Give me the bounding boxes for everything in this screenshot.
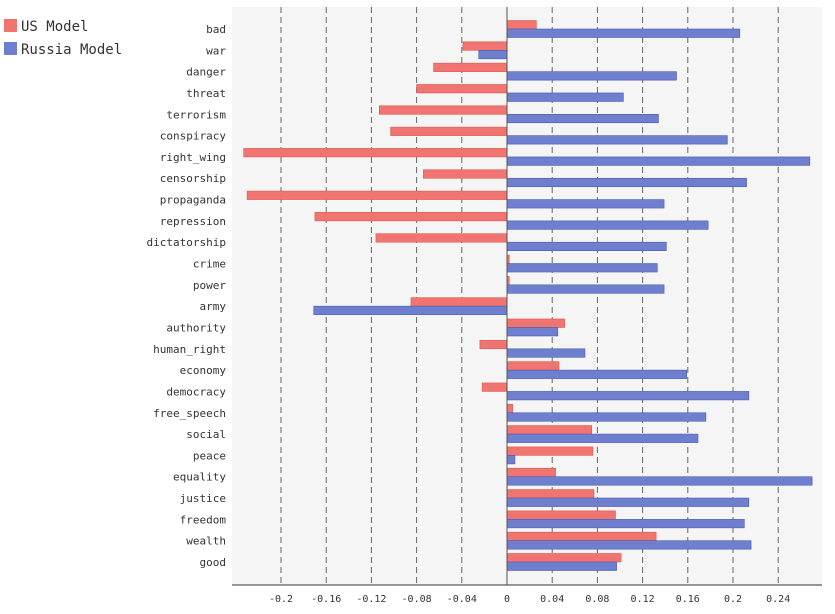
category-label-terrorism: terrorism (166, 108, 226, 121)
legend-label-us-model: US Model (21, 19, 88, 35)
bar-authority-russia-model (506, 327, 559, 337)
category-label-democracy: democracy (166, 385, 226, 398)
bar-freedom-us-model (506, 510, 616, 520)
legend: US Model Russia Model (4, 19, 122, 58)
category-label-conspiracy: conspiracy (160, 130, 227, 143)
bar-equality-russia-model (506, 476, 813, 486)
bar-repression-us-model (314, 212, 508, 222)
legend-swatch-us-model (4, 19, 17, 32)
bar-army-russia-model (313, 305, 508, 315)
x-tick-labels: -0.2 -0.16 -0.12 -0.08 -0.04 0 0.04 0.08 0.12 0.1… (269, 594, 790, 605)
bar-dictatorship-us-model (375, 233, 508, 243)
bar-economy-russia-model (506, 369, 687, 379)
bar-danger-russia-model (506, 71, 677, 81)
bar-free_speech-russia-model (506, 412, 707, 422)
x-tick-label: -0.2 (269, 594, 293, 605)
bars (243, 20, 813, 571)
category-label-dictatorship: dictatorship (147, 236, 226, 249)
bar-propaganda-us-model (246, 190, 508, 200)
bar-social-us-model (506, 425, 593, 435)
category-label-justice: justice (180, 492, 226, 505)
bar-repression-russia-model (506, 220, 709, 230)
bar-conspiracy-russia-model (506, 135, 728, 145)
category-label-authority: authority (166, 321, 226, 334)
bar-dictatorship-russia-model (506, 241, 667, 251)
category-label-danger: danger (186, 66, 226, 79)
x-tick-label: -0.04 (447, 594, 477, 605)
bar-right_wing-us-model (243, 148, 508, 158)
bar-censorship-us-model (423, 169, 508, 179)
category-label-equality: equality (173, 471, 226, 484)
bar-peace-us-model (506, 446, 594, 456)
bar-bad-us-model (506, 20, 537, 30)
bar-right_wing-russia-model (506, 156, 811, 166)
category-label-bad: bad (206, 23, 226, 36)
bar-justice-us-model (506, 489, 595, 499)
category-label-repression: repression (160, 215, 226, 228)
bar-democracy-russia-model (506, 391, 750, 401)
bar-army-us-model (410, 297, 508, 307)
category-label-economy: economy (180, 364, 227, 377)
category-label-good: good (200, 556, 227, 569)
category-label-peace: peace (193, 449, 226, 462)
bar-social-russia-model (506, 433, 699, 443)
bar-peace-russia-model (506, 455, 516, 465)
x-tick-label: 0 (504, 594, 510, 605)
bar-freedom-russia-model (506, 519, 745, 529)
x-tick-label: -0.08 (402, 594, 432, 605)
bar-justice-russia-model (506, 497, 750, 507)
bar-censorship-russia-model (506, 177, 747, 188)
category-label-crime: crime (193, 258, 226, 271)
category-label-censorship: censorship (160, 172, 226, 185)
bar-economy-us-model (506, 361, 560, 371)
category-label-freedom: freedom (180, 513, 227, 526)
legend-swatch-russia-model (4, 42, 17, 55)
x-tick-label: 0.04 (540, 594, 564, 605)
bar-good-us-model (506, 553, 622, 563)
category-label-propaganda: propaganda (160, 194, 226, 207)
bar-good-russia-model (506, 561, 617, 571)
bar-free_speech-us-model (506, 403, 513, 414)
bar-terrorism-russia-model (506, 113, 659, 124)
bar-conspiracy-us-model (390, 126, 508, 136)
category-label-free_speech: free_speech (153, 407, 226, 420)
legend-label-russia-model: Russia Model (21, 42, 122, 58)
x-tick-label: 0.2 (724, 594, 742, 605)
category-labels: bad war danger threat terrorism conspiracy rig… (147, 23, 227, 569)
bar-war-russia-model (478, 50, 508, 60)
grid-lines (280, 7, 779, 585)
x-tick-label: 0.08 (585, 594, 609, 605)
bar-wealth-russia-model (506, 540, 752, 550)
bar-threat-russia-model (506, 92, 624, 102)
bar-human_right-us-model (479, 339, 508, 350)
bar-crime-russia-model (506, 263, 658, 273)
bar-war-us-model (462, 41, 508, 51)
bar-threat-us-model (416, 84, 508, 94)
x-tick-label: 0.24 (766, 594, 790, 605)
bar-wealth-us-model (506, 531, 657, 541)
bar-democracy-us-model (481, 382, 508, 392)
bar-equality-us-model (506, 467, 556, 478)
category-label-right_wing: right_wing (160, 151, 226, 164)
bar-propaganda-russia-model (506, 199, 665, 209)
bar-bad-russia-model (506, 28, 741, 38)
category-label-wealth: wealth (186, 535, 226, 548)
bar-terrorism-us-model (379, 105, 508, 115)
bar-human_right-russia-model (506, 348, 586, 358)
category-label-social: social (186, 428, 226, 441)
category-label-power: power (193, 279, 226, 292)
category-label-war: war (206, 44, 226, 57)
x-tick-label: -0.16 (311, 594, 341, 605)
bar-power-russia-model (506, 284, 665, 294)
category-label-human_right: human_right (153, 343, 226, 356)
category-label-army: army (200, 300, 227, 313)
x-tick-label: -0.12 (356, 594, 386, 605)
x-tick-label: 0.16 (676, 594, 700, 605)
x-tick-label: 0.12 (631, 594, 655, 605)
bar-danger-us-model (433, 62, 508, 72)
category-label-threat: threat (186, 87, 226, 100)
plot-background (232, 7, 822, 585)
bar-authority-us-model (506, 318, 565, 328)
